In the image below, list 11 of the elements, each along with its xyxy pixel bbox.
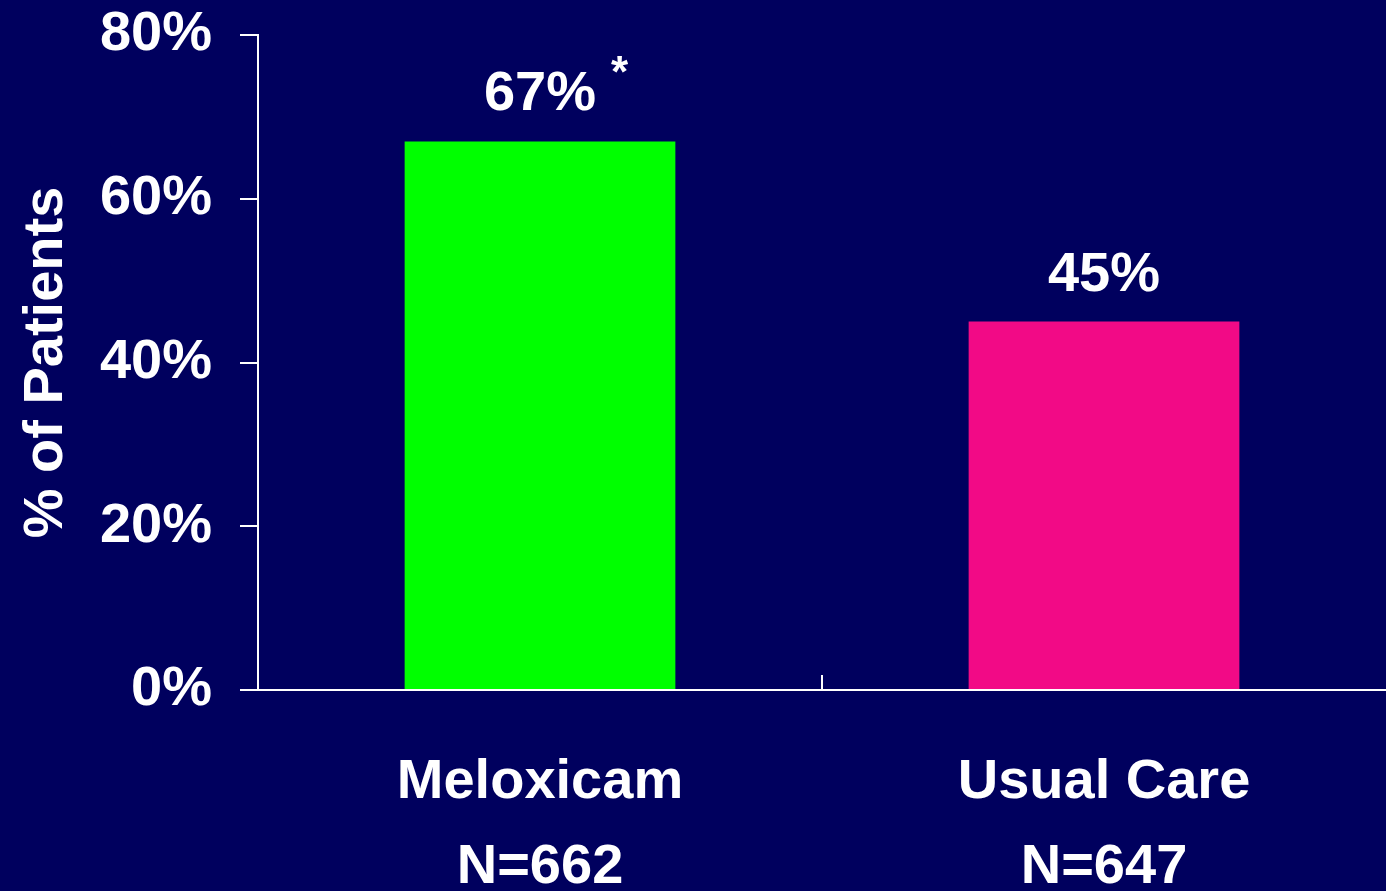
y-tick-label: 20% — [99, 490, 212, 554]
y-tick-label: 80% — [99, 0, 212, 63]
y-tick-label: 0% — [131, 654, 212, 718]
annotation: * — [611, 47, 630, 97]
x-tick-label: Meloxicam N=662 — [396, 747, 684, 891]
y-tick-label: 60% — [99, 163, 212, 227]
y-tick-label: 40% — [99, 326, 212, 390]
data-label: 45% — [1047, 239, 1161, 303]
data-label: 67% — [483, 59, 597, 123]
x-tick-label: Usual Care N=647 — [957, 747, 1251, 891]
y-axis-title: % of Patients — [11, 186, 75, 539]
